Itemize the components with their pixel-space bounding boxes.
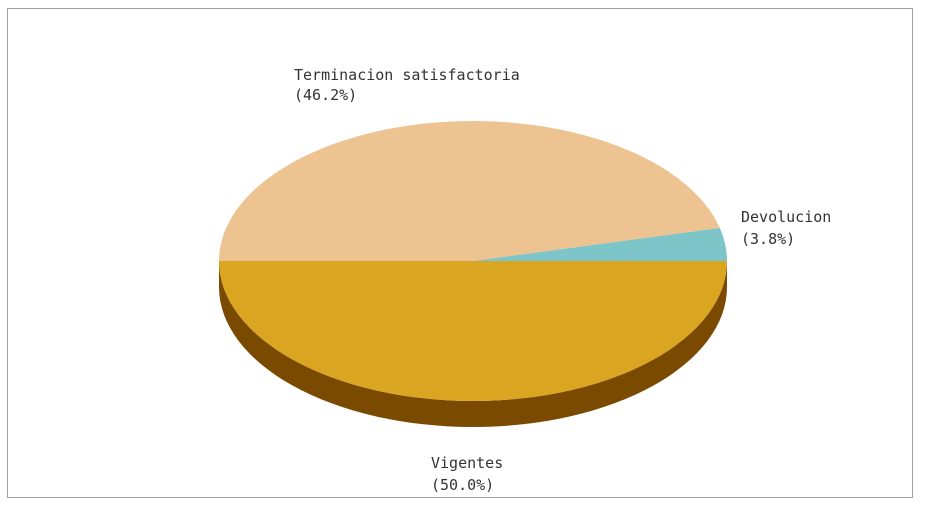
slice-label-vigentes: Vigentes [431,454,503,472]
slice-label-devolucion: Devolucion [741,208,831,226]
slice-percent-terminacion: (46.2%) [294,86,357,104]
slice-side-vigentes [219,261,727,427]
labels-layer: Terminacion satisfactoria (46.2%) Devolu… [294,66,831,494]
slice-percent-vigentes: (50.0%) [431,476,494,494]
slices-layer [219,121,727,427]
slice-terminacion-satisfactoria [219,121,720,261]
slice-label-terminacion: Terminacion satisfactoria [294,66,520,84]
slice-devolucion [473,227,727,261]
slice-vigentes [219,261,727,401]
slice-percent-devolucion: (3.8%) [741,230,795,248]
